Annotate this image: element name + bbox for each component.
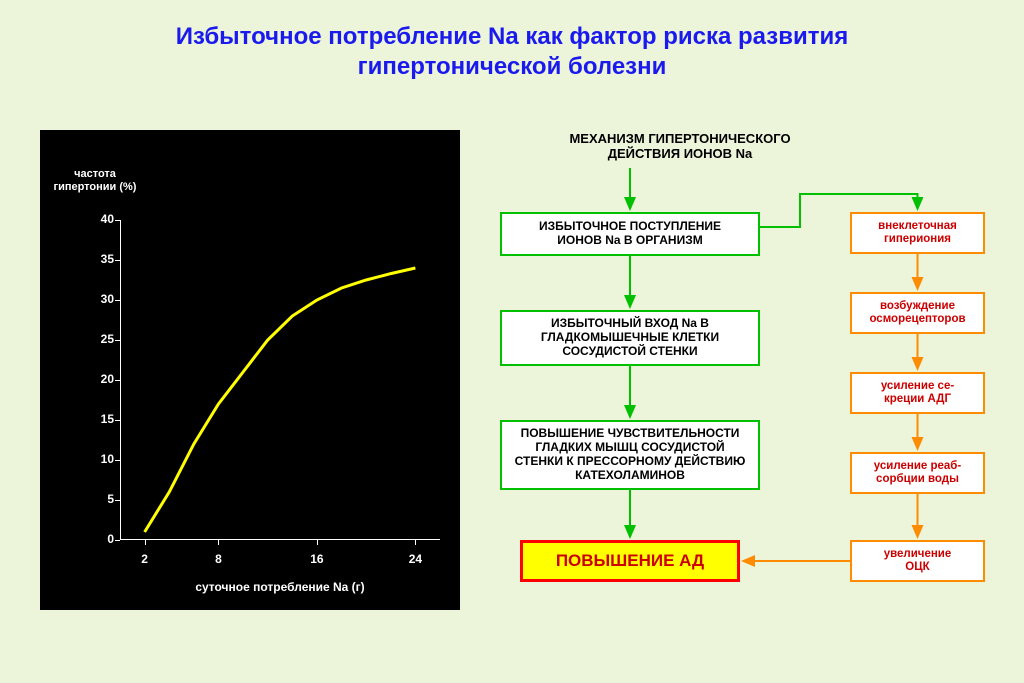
y-tick: 5 bbox=[88, 492, 114, 506]
chart-x-label: суточное потребление Na (г) bbox=[120, 580, 440, 594]
y-tick: 30 bbox=[88, 292, 114, 306]
x-tick: 16 bbox=[302, 552, 332, 566]
green-box-1: ИЗБЫТОЧНОЕ ПОСТУПЛЕНИЕ ИОНОВ Na В ОРГАНИ… bbox=[500, 212, 760, 256]
y-tick: 0 bbox=[88, 532, 114, 546]
x-tick: 8 bbox=[203, 552, 233, 566]
green-box-2: ИЗБЫТОЧНЫЙ ВХОД Na В ГЛАДКОМЫШЕЧНЫЕ КЛЕТ… bbox=[500, 310, 760, 366]
x-axis bbox=[120, 539, 440, 540]
y-tick: 40 bbox=[88, 212, 114, 226]
orange-box-1: внеклеточнаягипериония bbox=[850, 212, 985, 254]
title-line1: Избыточное потребление Na как фактор рис… bbox=[176, 23, 849, 50]
green-box-3: ПОВЫШЕНИЕ ЧУВСТВИТЕЛЬНОСТИ ГЛАДКИХ МЫШЦ … bbox=[500, 420, 760, 490]
title-line2: гипертонической болезни bbox=[358, 53, 667, 80]
x-tick: 24 bbox=[400, 552, 430, 566]
orange-box-2: возбуждениеосморецепторов bbox=[850, 292, 985, 334]
chart-line-svg bbox=[120, 220, 440, 540]
chart-y-label: частота гипертонии (%) bbox=[50, 168, 140, 194]
orange-box-3: усиление се-креции АДГ bbox=[850, 372, 985, 414]
page-title: Избыточное потребление Na как фактор рис… bbox=[0, 22, 1024, 82]
y-tick: 25 bbox=[88, 332, 114, 346]
chart-plot-area bbox=[120, 220, 440, 540]
orange-box-4: усиление реаб-сорбции воды bbox=[850, 452, 985, 494]
y-axis bbox=[120, 220, 121, 540]
chart-panel: частота гипертонии (%) 0510152025303540 … bbox=[40, 130, 460, 610]
orange-box-5: увеличениеОЦК bbox=[850, 540, 985, 582]
result-box: ПОВЫШЕНИЕ АД bbox=[520, 540, 740, 582]
mechanism-heading: МЕХАНИЗМ ГИПЕРТОНИЧЕСКОГО ДЕЙСТВИЯ ИОНОВ… bbox=[540, 132, 820, 162]
y-tick: 35 bbox=[88, 252, 114, 266]
y-tick: 15 bbox=[88, 412, 114, 426]
y-tick: 20 bbox=[88, 372, 114, 386]
y-tick: 10 bbox=[88, 452, 114, 466]
x-tick: 2 bbox=[130, 552, 160, 566]
